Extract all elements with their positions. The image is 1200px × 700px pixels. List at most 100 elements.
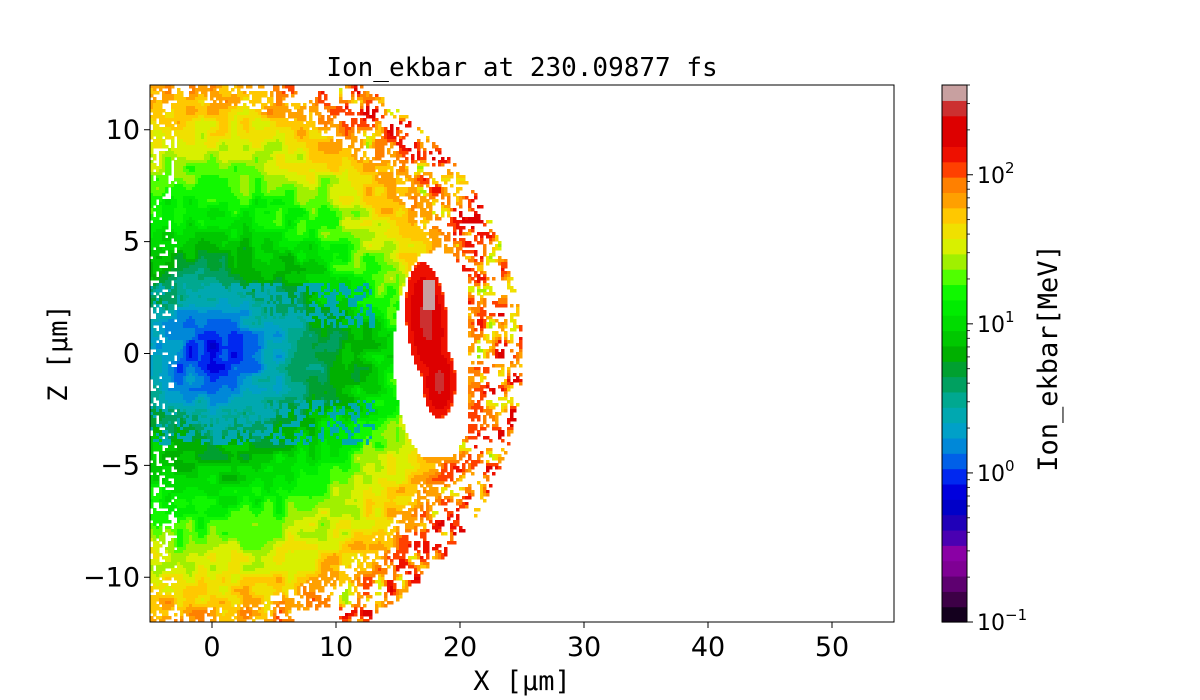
- heat-cell: [318, 121, 322, 125]
- heat-cell: [159, 187, 163, 191]
- heat-cell: [186, 247, 190, 251]
- heat-cell: [243, 250, 247, 254]
- heat-cell: [435, 229, 439, 233]
- heat-cell: [348, 175, 352, 179]
- heat-cell: [345, 112, 349, 116]
- heat-cell: [420, 241, 424, 245]
- heat-cell: [171, 250, 175, 254]
- heat-cell: [405, 169, 409, 173]
- heat-cell: [411, 220, 415, 224]
- heat-cell: [372, 190, 376, 194]
- heat-cell: [471, 250, 475, 254]
- heat-cell: [219, 211, 223, 215]
- heat-cell: [234, 253, 238, 257]
- heat-cell: [264, 112, 268, 116]
- heat-cell: [363, 124, 367, 128]
- heat-cell: [309, 187, 313, 191]
- heat-cell: [390, 175, 394, 179]
- heat-cell: [381, 139, 385, 143]
- heat-cell: [351, 193, 355, 197]
- heat-cell: [381, 145, 385, 149]
- heat-cell: [288, 253, 292, 257]
- heat-cell: [177, 94, 181, 98]
- heat-cell: [273, 163, 277, 167]
- heat-cell: [378, 223, 382, 227]
- heat-cell: [210, 265, 214, 269]
- heat-cell: [327, 229, 331, 233]
- heat-cell: [369, 166, 373, 170]
- heat-cell: [231, 118, 235, 122]
- heat-cell: [201, 256, 205, 260]
- heat-cell: [189, 163, 193, 167]
- heat-cell: [261, 181, 265, 185]
- heat-cell: [333, 124, 337, 128]
- heat-cell: [372, 115, 376, 119]
- heat-cell: [387, 163, 391, 167]
- heat-cell: [306, 181, 310, 185]
- heat-cell: [300, 259, 304, 263]
- heat-cell: [420, 232, 424, 236]
- heat-cell: [222, 223, 226, 227]
- heat-cell: [420, 142, 424, 146]
- heat-cell: [150, 151, 154, 155]
- heat-cell: [357, 91, 361, 95]
- heat-cell: [345, 124, 349, 128]
- heat-cell: [288, 160, 292, 164]
- heat-cell: [369, 115, 373, 119]
- heat-cell: [204, 172, 208, 176]
- heat-cell: [171, 139, 175, 143]
- heat-cell: [468, 202, 472, 206]
- heat-cell: [225, 103, 229, 107]
- heat-cell: [417, 175, 421, 179]
- heat-cell: [315, 190, 319, 194]
- heat-cell: [237, 85, 241, 89]
- heat-cell: [366, 211, 370, 215]
- heat-cell: [255, 232, 259, 236]
- heat-cell: [384, 253, 388, 257]
- heat-cell: [423, 193, 427, 197]
- heat-cell: [174, 133, 178, 137]
- heat-cell: [357, 169, 361, 173]
- heat-cell: [297, 106, 301, 110]
- heat-cell: [453, 223, 457, 227]
- heat-cell: [360, 142, 364, 146]
- heat-cell: [165, 154, 169, 158]
- heat-cell: [201, 118, 205, 122]
- heat-cell: [219, 154, 223, 158]
- heat-cell: [216, 124, 220, 128]
- heat-cell: [375, 253, 379, 257]
- heat-cell: [228, 259, 232, 263]
- heat-cell: [201, 190, 205, 194]
- heat-cell: [384, 178, 388, 182]
- heat-cell: [180, 148, 184, 152]
- heat-cell: [255, 184, 259, 188]
- heat-cell: [381, 190, 385, 194]
- heat-cell: [309, 223, 313, 227]
- heat-cell: [348, 256, 352, 260]
- heat-cell: [228, 238, 232, 242]
- heat-cell: [321, 127, 325, 131]
- heat-cell: [390, 253, 394, 257]
- heat-cell: [213, 214, 217, 218]
- heat-cell: [354, 196, 358, 200]
- heat-cell: [189, 109, 193, 113]
- heat-cell: [273, 217, 277, 221]
- heat-cell: [258, 199, 262, 203]
- heat-cell: [177, 184, 181, 188]
- heat-cell: [324, 157, 328, 161]
- heat-cell: [228, 226, 232, 230]
- heat-cell: [243, 208, 247, 212]
- heat-cell: [450, 223, 454, 227]
- heat-cell: [360, 250, 364, 254]
- heat-cell: [450, 217, 454, 221]
- heat-cell: [345, 229, 349, 233]
- heat-cell: [423, 232, 427, 236]
- heat-cell: [480, 220, 484, 224]
- heat-cell: [186, 184, 190, 188]
- heat-cell: [255, 142, 259, 146]
- heat-cell: [300, 157, 304, 161]
- heat-cell: [156, 211, 160, 215]
- heat-cell: [243, 175, 247, 179]
- heat-cell: [201, 229, 205, 233]
- heat-cell: [426, 214, 430, 218]
